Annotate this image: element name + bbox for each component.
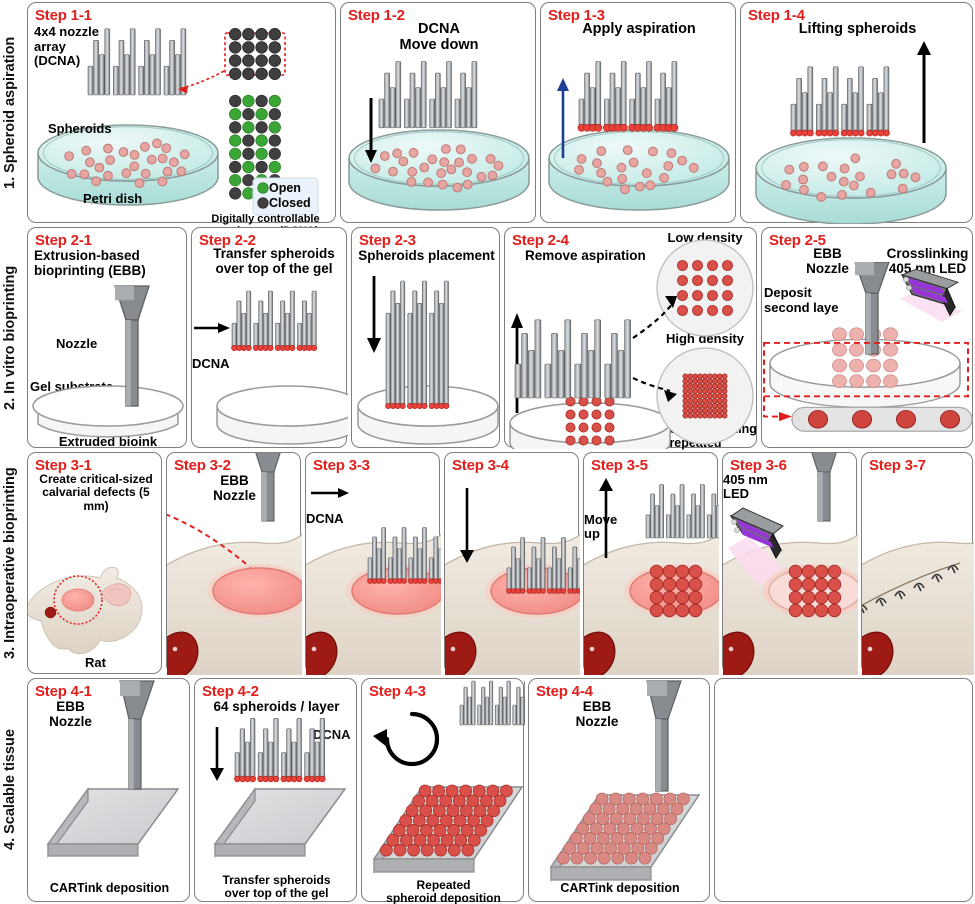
svg-text:DCNA: DCNA: [313, 727, 351, 742]
